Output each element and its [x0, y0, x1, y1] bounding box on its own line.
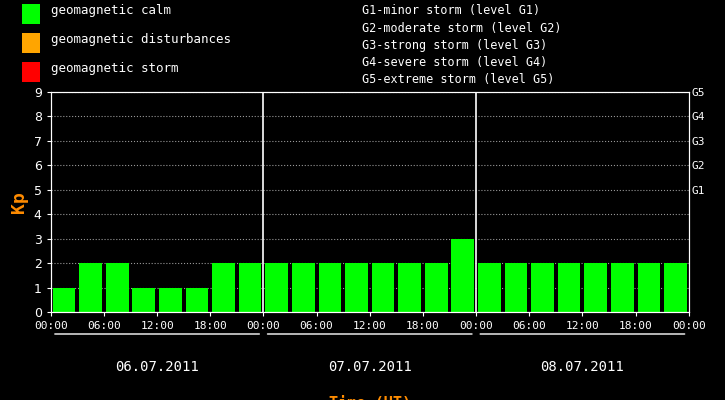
- Text: 07.07.2011: 07.07.2011: [328, 360, 412, 374]
- Bar: [106, 263, 128, 312]
- Bar: [664, 263, 687, 312]
- Text: G2-moderate storm (level G2): G2-moderate storm (level G2): [362, 22, 562, 34]
- Bar: [318, 263, 341, 312]
- Bar: [265, 263, 288, 312]
- Bar: [239, 263, 262, 312]
- FancyBboxPatch shape: [22, 4, 40, 24]
- Bar: [345, 263, 368, 312]
- Text: 08.07.2011: 08.07.2011: [541, 360, 624, 374]
- Text: geomagnetic calm: geomagnetic calm: [51, 4, 171, 17]
- Bar: [558, 263, 581, 312]
- FancyBboxPatch shape: [22, 62, 40, 82]
- Bar: [478, 263, 501, 312]
- Bar: [159, 288, 182, 312]
- Text: geomagnetic storm: geomagnetic storm: [51, 62, 178, 75]
- Text: geomagnetic disturbances: geomagnetic disturbances: [51, 33, 231, 46]
- Text: G3-strong storm (level G3): G3-strong storm (level G3): [362, 39, 548, 52]
- Bar: [505, 263, 527, 312]
- Bar: [212, 263, 235, 312]
- Text: G4-severe storm (level G4): G4-severe storm (level G4): [362, 56, 548, 69]
- Text: 06.07.2011: 06.07.2011: [115, 360, 199, 374]
- Bar: [398, 263, 421, 312]
- Text: G1-minor storm (level G1): G1-minor storm (level G1): [362, 4, 541, 17]
- Bar: [531, 263, 554, 312]
- Bar: [133, 288, 155, 312]
- FancyBboxPatch shape: [22, 34, 40, 53]
- Bar: [79, 263, 102, 312]
- Bar: [372, 263, 394, 312]
- Text: Time (UT): Time (UT): [328, 396, 411, 400]
- Bar: [53, 288, 75, 312]
- Bar: [186, 288, 208, 312]
- Bar: [584, 263, 607, 312]
- Bar: [425, 263, 447, 312]
- Text: G5-extreme storm (level G5): G5-extreme storm (level G5): [362, 73, 555, 86]
- Bar: [452, 239, 474, 312]
- Y-axis label: Kp: Kp: [10, 191, 28, 213]
- Bar: [292, 263, 315, 312]
- Bar: [611, 263, 634, 312]
- Bar: [637, 263, 660, 312]
